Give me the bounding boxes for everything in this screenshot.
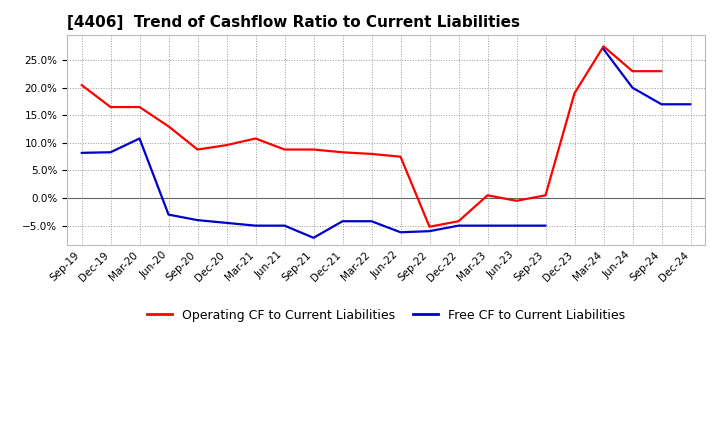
Legend: Operating CF to Current Liabilities, Free CF to Current Liabilities: Operating CF to Current Liabilities, Fre… <box>142 304 631 327</box>
Text: [4406]  Trend of Cashflow Ratio to Current Liabilities: [4406] Trend of Cashflow Ratio to Curren… <box>67 15 520 30</box>
